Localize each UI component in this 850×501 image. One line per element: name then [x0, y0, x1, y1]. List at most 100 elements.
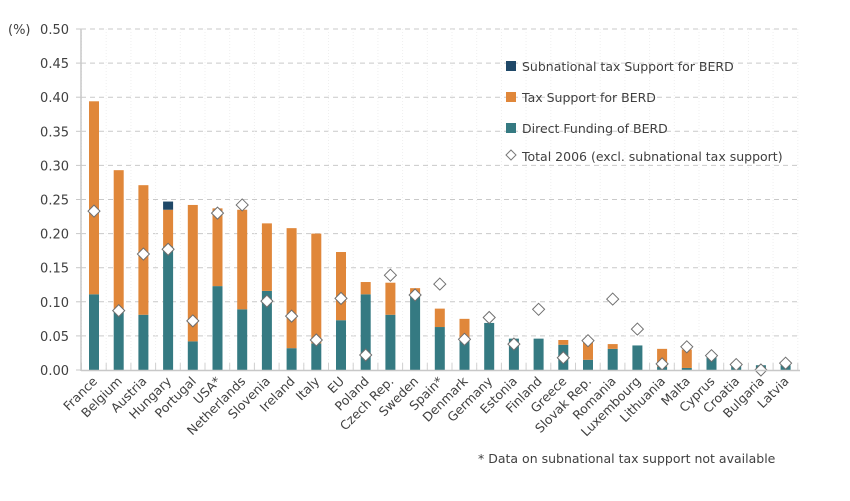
- footnote: * Data on subnational tax support not av…: [478, 451, 776, 466]
- bar-tax-support: [336, 252, 346, 321]
- y-axis-ticks: 0.00 0.05 0.10 0.15 0.20 0.25 0.30 0.35 0.40 0.45…: [40, 23, 69, 379]
- y-tick-label: 0.10: [40, 296, 69, 311]
- legend: Subnational tax Support for BERD Tax Sup…: [505, 59, 783, 164]
- bar-tax-support: [583, 339, 593, 360]
- bar-tax-support: [212, 208, 223, 287]
- total-2006-marker: [235, 198, 249, 212]
- bar-direct-funding: [237, 309, 248, 370]
- bar-direct-funding: [163, 246, 174, 370]
- y-axis-unit-label: (%): [8, 23, 31, 38]
- bar-tax-support: [385, 282, 396, 315]
- y-tick-label: 0.15: [40, 262, 69, 277]
- legend-item-subnational: Subnational tax Support for BERD: [506, 59, 734, 74]
- bar-direct-funding: [187, 341, 198, 370]
- bar-direct-funding: [459, 339, 470, 370]
- legend-item-tax-support: Tax Support for BERD: [506, 90, 656, 105]
- legend-label-tax-support: Tax Support for BERD: [521, 90, 656, 105]
- y-tick-label: 0.00: [40, 364, 69, 379]
- bar-tax-support: [607, 344, 618, 349]
- total-2006-marker: [87, 204, 101, 218]
- y-tick-label: 0.40: [40, 91, 69, 106]
- bar-direct-funding: [113, 310, 124, 370]
- total-2006-marker: [778, 356, 793, 370]
- bar-direct-funding: [286, 348, 297, 370]
- legend-label-direct-funding: Direct Funding of BERD: [522, 121, 668, 136]
- bars: [89, 101, 791, 370]
- bar-tax-support: [261, 223, 272, 291]
- x-category-label: Italy: [293, 373, 323, 403]
- legend-diamond-icon: [505, 149, 517, 161]
- total-2006-markers: [87, 198, 793, 377]
- x-axis-labels: FranceBelgiumAustriaHungaryPortugalUSA*N…: [60, 373, 792, 439]
- total-2006-marker: [136, 247, 151, 261]
- total-2006-marker: [408, 288, 422, 302]
- legend-label-total-2006: Total 2006 (excl. subnational tax suppor…: [521, 149, 783, 164]
- legend-swatch-direct-funding: [506, 123, 516, 133]
- bar-direct-funding: [385, 314, 396, 370]
- bar-direct-funding: [583, 359, 593, 370]
- bar-direct-funding: [138, 314, 149, 370]
- gridlines: [76, 28, 800, 371]
- total-2006-marker: [433, 277, 447, 291]
- bar-direct-funding: [533, 338, 544, 370]
- y-tick-label: 0.30: [40, 159, 69, 174]
- bar-direct-funding: [410, 297, 421, 370]
- bar-subnational-tax-support: [163, 201, 174, 210]
- total-2006-marker: [334, 291, 348, 306]
- legend-label-subnational: Subnational tax Support for BERD: [522, 59, 734, 74]
- bar-direct-funding: [681, 367, 692, 370]
- y-tick-label: 0.05: [40, 330, 69, 345]
- total-2006-marker: [507, 337, 521, 351]
- bar-direct-funding: [508, 338, 519, 370]
- total-2006-marker: [210, 206, 225, 220]
- y-tick-label: 0.50: [40, 23, 69, 38]
- total-2006-marker: [605, 292, 620, 306]
- bar-tax-support: [558, 339, 569, 345]
- bar-tax-support: [187, 204, 198, 342]
- total-2006-marker: [630, 322, 645, 336]
- bar-direct-funding: [706, 357, 717, 370]
- y-tick-label: 0.45: [40, 57, 69, 72]
- bar-tax-support: [311, 233, 322, 344]
- bar-tax-support: [286, 228, 297, 349]
- legend-item-direct-funding: Direct Funding of BERD: [506, 121, 668, 136]
- total-2006-marker: [161, 242, 175, 256]
- bar-direct-funding: [607, 348, 618, 370]
- legend-item-total-2006: Total 2006 (excl. subnational tax suppor…: [505, 149, 783, 164]
- total-2006-marker: [260, 294, 274, 308]
- bar-direct-funding: [212, 286, 223, 370]
- bar-tax-support: [163, 209, 174, 247]
- bar-tax-support: [459, 318, 470, 340]
- bar-direct-funding: [360, 294, 371, 370]
- total-2006-marker: [309, 333, 324, 347]
- total-2006-marker: [111, 303, 126, 318]
- bar-direct-funding: [434, 327, 445, 370]
- y-tick-label: 0.25: [40, 194, 69, 209]
- total-2006-marker: [186, 314, 200, 328]
- bar-tax-support: [434, 308, 445, 328]
- bar-tax-support: [113, 170, 124, 311]
- bar-direct-funding: [89, 294, 99, 370]
- bar-direct-funding: [311, 343, 322, 370]
- legend-swatch-tax-support: [506, 92, 516, 102]
- total-2006-marker: [457, 332, 472, 347]
- total-2006-marker: [383, 268, 398, 282]
- total-2006-marker: [482, 310, 496, 325]
- bar-direct-funding: [632, 345, 643, 370]
- total-2006-marker: [358, 348, 373, 362]
- bar-tax-support: [681, 349, 692, 368]
- bar-direct-funding: [484, 322, 495, 370]
- bar-tax-support: [89, 101, 99, 295]
- total-2006-marker: [284, 309, 299, 323]
- total-2006-marker: [581, 333, 595, 348]
- bar-tax-support: [237, 209, 248, 310]
- bar-tax-support: [360, 282, 371, 295]
- total-2006-marker: [680, 340, 694, 354]
- bar-direct-funding: [336, 320, 346, 370]
- total-2006-marker: [556, 351, 571, 365]
- total-2006-marker: [704, 348, 719, 363]
- total-2006-marker: [531, 302, 546, 317]
- bar-direct-funding: [261, 290, 272, 370]
- y-tick-label: 0.20: [40, 228, 69, 243]
